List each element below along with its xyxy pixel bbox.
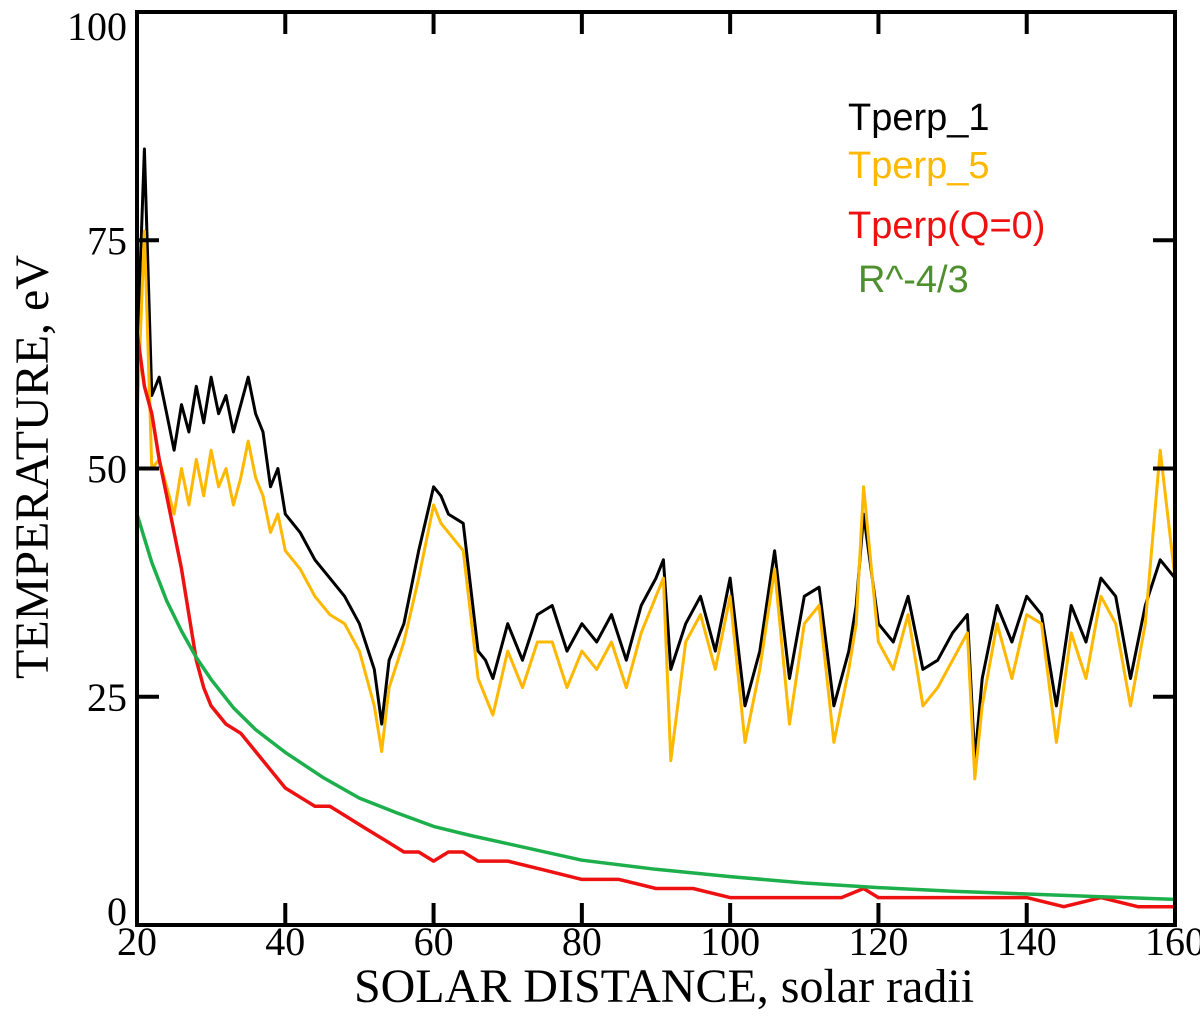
legend-entry-1: Tperp_1 [848, 97, 990, 139]
x-tick-label: 140 [997, 919, 1057, 964]
axis-ticks [135, 10, 1177, 927]
series-line-3 [135, 331, 1175, 909]
y-tick-label: 50 [87, 447, 127, 492]
axis-tick-labels: 20 40 60 80 100 120 140 160 0 25 50 75 100 [67, 4, 1200, 964]
series-line-4 [135, 513, 1176, 902]
legend: Tperp_1 Tperp_5 Tperp(Q=0) R^-4/3 [848, 97, 1045, 301]
legend-entry-2: Tperp_5 [848, 145, 990, 187]
plot-lines [135, 147, 1177, 909]
legend-entry-3: Tperp(Q=0) [848, 205, 1045, 247]
y-tick-label: 25 [87, 675, 127, 720]
x-tick-label: 160 [1145, 919, 1200, 964]
y-tick-label: 75 [87, 218, 127, 263]
legend-entry-4: R^-4/3 [858, 259, 969, 301]
x-tick-label: 60 [414, 919, 454, 964]
x-tick-label: 20 [117, 919, 157, 964]
y-tick-label: 0 [107, 889, 127, 934]
x-axis-label: SOLAR DISTANCE, solar radii [354, 960, 974, 1013]
y-tick-label: 100 [67, 4, 127, 49]
x-tick-label: 120 [848, 919, 908, 964]
y-axis-label: TEMPERATURE, eV [6, 255, 59, 679]
plot-frame [135, 10, 1177, 927]
x-tick-label: 40 [265, 919, 305, 964]
series-line-2 [135, 229, 1177, 781]
x-tick-label: 100 [700, 919, 760, 964]
x-tick-label: 80 [562, 919, 602, 964]
